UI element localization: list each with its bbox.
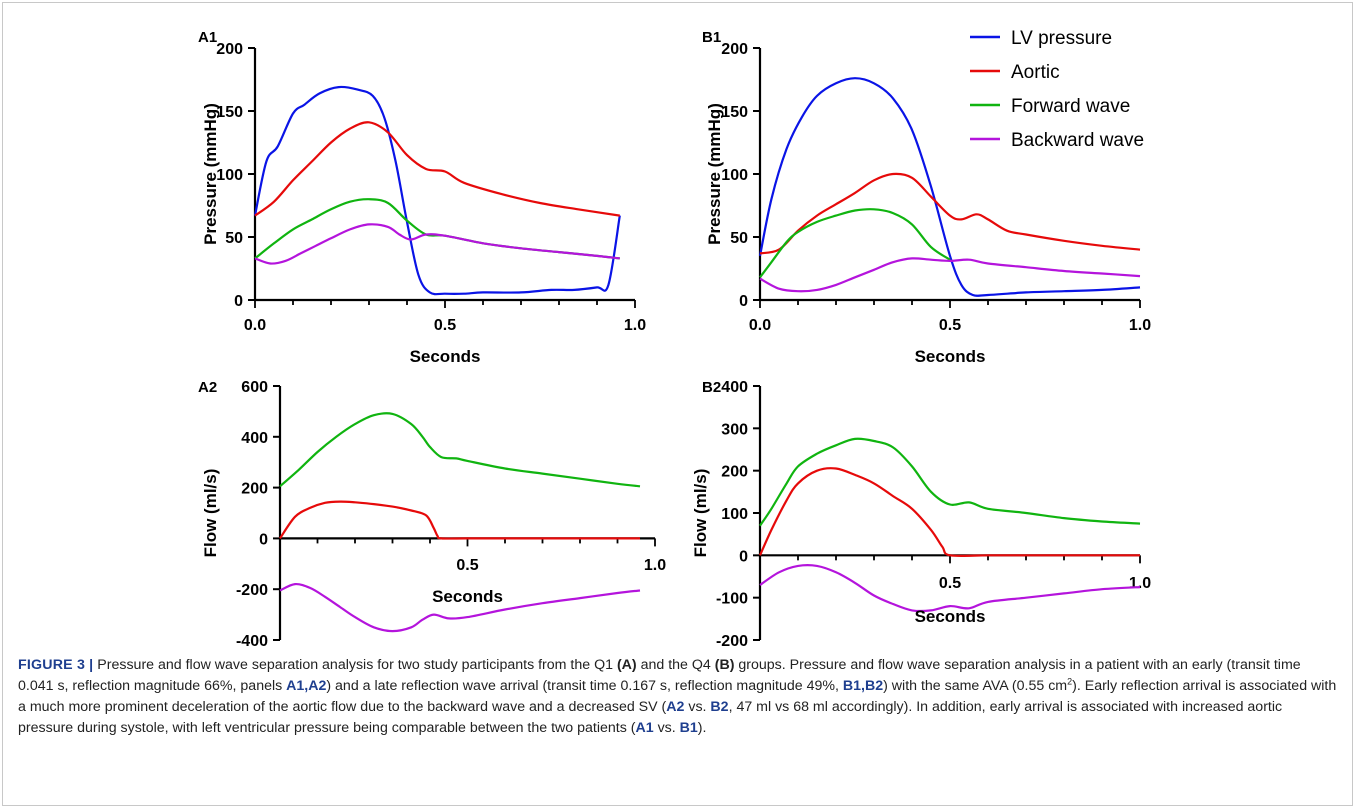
- x-tick-label: 0.5: [939, 317, 961, 334]
- caption-figure-label: FIGURE 3 |: [18, 657, 94, 673]
- y-tick-label: 0: [259, 531, 268, 548]
- y-tick-label: 200: [241, 481, 268, 498]
- y-axis-title: Flow (ml/s): [201, 469, 220, 558]
- y-tick-label: 50: [730, 230, 748, 247]
- x-tick-label: 1.0: [1129, 575, 1151, 592]
- caption-text: ) and a late reflection wave arrival (tr…: [326, 678, 843, 694]
- figure-caption: FIGURE 3 | Pressure and flow wave separa…: [18, 655, 1338, 739]
- legend-label-aortic: Aortic: [1011, 62, 1060, 83]
- y-tick-label: 100: [721, 506, 748, 523]
- y-tick-label: 400: [721, 379, 748, 396]
- series-line-aortic: [254, 121, 620, 217]
- series-line-backward-wave: [759, 564, 1141, 613]
- series-line-aortic: [279, 500, 640, 540]
- y-tick-label: 150: [721, 104, 748, 121]
- series-line-backward-wave: [759, 257, 1141, 293]
- x-tick-label: 1.0: [624, 317, 646, 334]
- x-tick-label: 1.0: [644, 557, 666, 574]
- caption-ref-b1b2: B1,B2: [842, 678, 884, 694]
- series-line-forward-wave: [759, 208, 951, 278]
- x-tick-label: 1.0: [1129, 317, 1151, 334]
- y-tick-label: 100: [721, 167, 748, 184]
- legend: LV pressure Aortic Forward wave Backward wa…: [970, 28, 1144, 151]
- y-tick-label: 0: [739, 293, 748, 310]
- caption-superscript: 2: [1067, 676, 1073, 687]
- y-tick-label: 150: [216, 104, 243, 121]
- panel-a2-flow-chart: A2 -400 -200 0 200 400 600 0.5 1.0 Seconds Flow (m…: [198, 379, 666, 650]
- caption-ref-b: (B): [714, 657, 735, 673]
- panel-label: A1: [198, 29, 217, 46]
- panel-label: A2: [198, 379, 217, 396]
- y-tick-label: 100: [216, 167, 243, 184]
- x-axis-title: Seconds: [410, 347, 481, 366]
- y-axis-title: Pressure (mmHg): [201, 103, 220, 245]
- series-line-aortic: [758, 467, 1140, 558]
- y-tick-label: 50: [225, 230, 243, 247]
- caption-text: vs.: [653, 720, 680, 736]
- x-tick-label: 0.5: [434, 317, 456, 334]
- caption-ref-a1: A1: [635, 720, 654, 736]
- x-axis-title: Seconds: [915, 347, 986, 366]
- caption-text: Pressure and flow wave separation analys…: [93, 657, 617, 673]
- legend-label-backward-wave: Backward wave: [1011, 130, 1144, 151]
- x-tick-label: 0.0: [749, 317, 771, 334]
- series-line-forward-wave: [759, 437, 1141, 527]
- y-tick-label: 600: [241, 379, 268, 396]
- caption-text: vs.: [684, 699, 711, 715]
- caption-ref-a: (A): [616, 657, 637, 673]
- series-line-forward-wave: [279, 412, 641, 488]
- y-axis-title: Pressure (mmHg): [705, 103, 724, 245]
- x-tick-label: 0.5: [456, 557, 478, 574]
- caption-ref-b2: B2: [710, 699, 729, 715]
- caption-ref-b1: B1: [679, 720, 698, 736]
- caption-text: , 47 ml vs 68 ml accordingly). In additi…: [18, 699, 1283, 736]
- panel-b1-pressure-chart: B1 0 50 100 150 200 0.0 0.5 1.0 Seconds Pressure (…: [702, 29, 1151, 366]
- y-tick-label: 0: [234, 293, 243, 310]
- y-tick-label: -200: [716, 633, 748, 650]
- caption-text: ) with the same AVA (0.55 cm: [883, 678, 1068, 694]
- y-tick-label: 300: [721, 421, 748, 438]
- series-line-aortic: [759, 172, 1141, 255]
- series-line-backward-wave: [279, 582, 641, 633]
- series-line-lv-pressure: [253, 85, 621, 296]
- panel-b2-flow-chart: B2 -200 -100 0 100 200 300 400 0.5 1.0 Seconds Flow…: [691, 379, 1151, 650]
- y-tick-label: 200: [721, 41, 748, 58]
- y-tick-label: 200: [216, 41, 243, 58]
- caption-text: groups. Pressure and flow wave separatio…: [18, 657, 1301, 694]
- x-tick-label: 0.0: [244, 317, 266, 334]
- caption-ref-a2: A2: [666, 699, 685, 715]
- y-tick-label: 200: [721, 464, 748, 481]
- y-axis-title: Flow (ml/s): [691, 469, 710, 558]
- x-axis-title: Seconds: [915, 607, 986, 626]
- x-axis-title: Seconds: [432, 587, 503, 606]
- caption-text: ). Early reflection arrival is associate…: [18, 678, 1337, 715]
- y-tick-label: 0: [739, 548, 748, 565]
- y-tick-label: -400: [236, 633, 268, 650]
- series-line-lv-pressure: [758, 77, 1141, 297]
- caption-ref-a1a2: A1,A2: [286, 678, 327, 694]
- y-tick-label: 400: [241, 430, 268, 447]
- y-tick-label: -200: [236, 582, 268, 599]
- caption-text: ).: [697, 720, 707, 736]
- x-tick-label: 0.5: [939, 575, 961, 592]
- panel-label: B1: [702, 29, 721, 46]
- y-tick-label: -100: [716, 591, 748, 608]
- panel-label: B2: [702, 379, 721, 396]
- panel-a1-pressure-chart: A1 0 50 100 150 200 0.0 0.5 1.0 Seconds Pressure (…: [198, 29, 646, 366]
- series-line-backward-wave: [254, 223, 620, 265]
- caption-text: and the Q4: [636, 657, 715, 673]
- legend-label-lv-pressure: LV pressure: [1011, 28, 1112, 49]
- legend-label-forward-wave: Forward wave: [1011, 96, 1130, 117]
- figure-charts: A1 0 50 100 150 200 0.0 0.5 1.0 Seconds Pressure (…: [198, 28, 1151, 650]
